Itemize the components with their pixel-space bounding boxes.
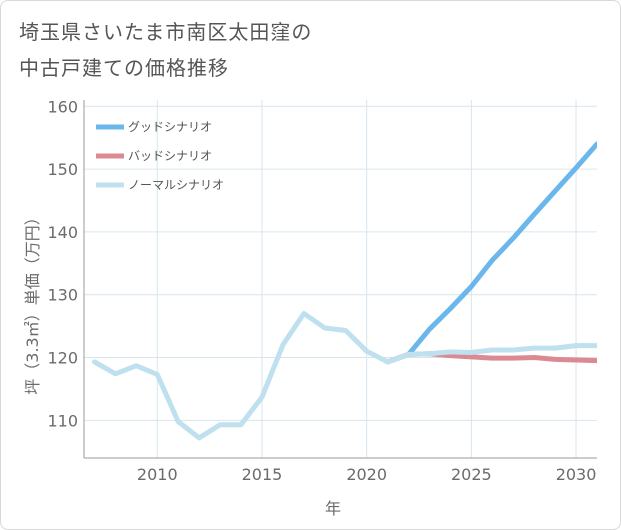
x-tick-label: 2015 <box>242 465 283 484</box>
legend-label: グッドシナリオ <box>128 120 212 134</box>
x-tick-label: 2025 <box>451 465 492 484</box>
y-tick-label: 110 <box>47 411 78 430</box>
y-tick-label: 160 <box>47 97 78 116</box>
y-tick-label: 120 <box>47 349 78 368</box>
y-tick-label: 140 <box>47 223 78 242</box>
axes <box>83 100 597 459</box>
y-tick-label: 150 <box>47 160 78 179</box>
chart-title-line-1: 埼玉県さいたま市南区太田窪の <box>19 20 313 44</box>
legend-label: バッドシナリオ <box>128 149 212 163</box>
x-tick-label: 2010 <box>137 465 178 484</box>
x-axis-label: 年 <box>325 499 341 518</box>
x-tick-labels: 2010 2015 2020 2025 2030 <box>137 465 596 484</box>
y-axis-label: 坪（3.3㎡）単価（万円） <box>23 209 42 394</box>
series-line-3 <box>92 311 597 441</box>
y-tick-labels: 110 120 130 140 150 160 <box>47 97 78 430</box>
series-line-1 <box>385 141 597 365</box>
legend-label: ノーマルシナリオ <box>128 178 224 192</box>
chart-title-line-2: 中古戸建ての価格推移 <box>19 56 229 80</box>
x-tick-label: 2020 <box>346 465 387 484</box>
x-tick-label: 2030 <box>556 465 597 484</box>
y-tick-label: 130 <box>47 286 78 305</box>
series-lines <box>92 141 597 441</box>
chart-title: 埼玉県さいたま市南区太田窪の 中古戸建ての価格推移 <box>19 14 312 86</box>
